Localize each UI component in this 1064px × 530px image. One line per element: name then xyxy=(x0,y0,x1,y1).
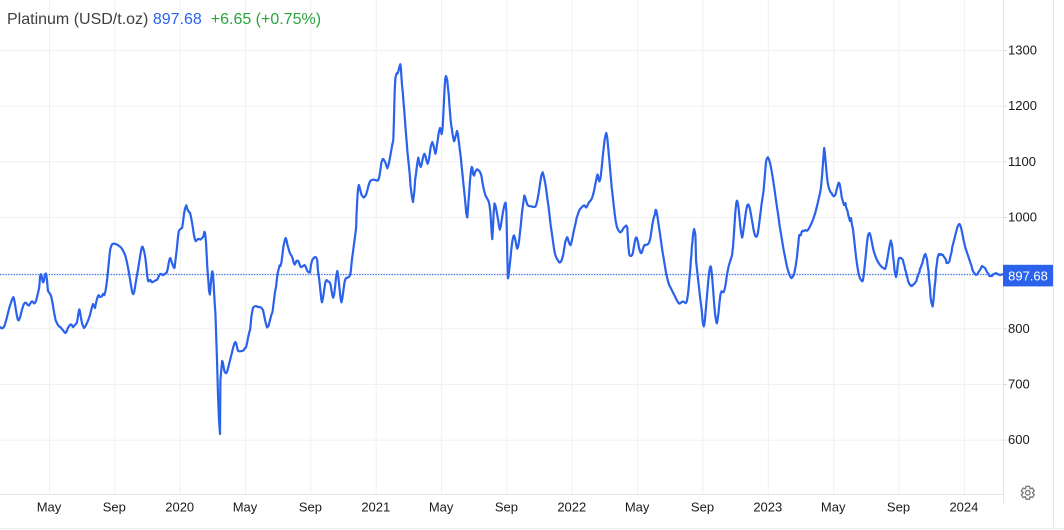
svg-text:May: May xyxy=(233,500,258,515)
svg-text:Sep: Sep xyxy=(887,500,910,515)
svg-text:May: May xyxy=(429,500,454,515)
svg-text:2021: 2021 xyxy=(361,500,390,515)
svg-text:May: May xyxy=(625,500,650,515)
svg-text:Sep: Sep xyxy=(299,500,322,515)
svg-text:897.68: 897.68 xyxy=(1008,268,1048,283)
svg-text:1300: 1300 xyxy=(1008,43,1037,58)
svg-text:Sep: Sep xyxy=(691,500,714,515)
svg-text:May: May xyxy=(37,500,62,515)
svg-text:2020: 2020 xyxy=(165,500,194,515)
svg-text:2023: 2023 xyxy=(753,500,782,515)
svg-text:Sep: Sep xyxy=(103,500,126,515)
svg-text:1200: 1200 xyxy=(1008,98,1037,113)
svg-text:2024: 2024 xyxy=(949,500,978,515)
svg-text:May: May xyxy=(821,500,846,515)
svg-text:Sep: Sep xyxy=(495,500,518,515)
svg-text:800: 800 xyxy=(1008,321,1030,336)
svg-text:2022: 2022 xyxy=(557,500,586,515)
svg-text:600: 600 xyxy=(1008,432,1030,447)
svg-text:700: 700 xyxy=(1008,377,1030,392)
svg-text:1000: 1000 xyxy=(1008,210,1037,225)
svg-text:1100: 1100 xyxy=(1008,154,1036,169)
